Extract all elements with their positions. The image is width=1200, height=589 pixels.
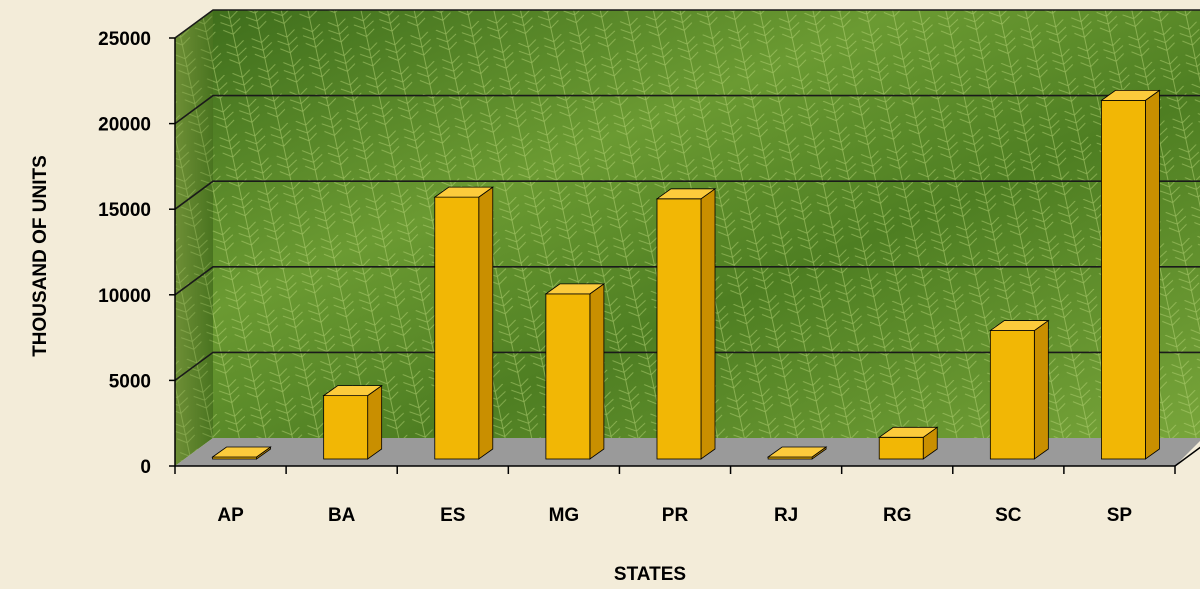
gridline [174,351,1200,382]
y-tick-label: 15000 [98,200,151,221]
x-axis-title: STATES [614,564,686,585]
x-tick-label: ES [440,505,465,526]
y-tick-label: 5000 [109,371,151,392]
side-wall-texture [175,10,213,466]
bar-side [1145,89,1160,460]
x-tick-label: RG [883,505,912,526]
bar-top [1100,89,1161,101]
bar-top [544,283,606,295]
x-tick-label: MG [549,505,580,526]
bar-sp [1100,89,1161,460]
x-tick-label: BA [328,505,356,526]
floor-edge-line [1174,446,1200,467]
bar-front [323,395,369,460]
x-tick-label: RJ [774,505,798,526]
bars [211,89,1161,460]
bar-side [700,188,716,460]
gridlines [174,9,1200,382]
y-tick-label: 0 [140,457,151,478]
bar-side [1033,319,1049,460]
y-tick-label: 25000 [98,29,151,50]
y-axis-title: THOUSAND OF UNITS [30,155,51,357]
bar-rg [877,426,939,460]
bar-top [433,186,495,198]
gridline [174,265,1200,296]
axes: 0 5000 10000 15000 20000 25000 AP BA ES MG PR RJ RG S… [98,29,1200,526]
bar-side [367,384,383,460]
y-tick-label: 20000 [98,115,151,136]
x-tick-label: SP [1107,505,1133,526]
bar-side [589,283,605,460]
bar-front [434,196,480,460]
bar-top [989,320,1050,331]
x-tick-label: PR [662,505,689,526]
bar-es [433,186,495,460]
bar-top [655,188,717,200]
bar-front [656,198,702,460]
bar-sc [989,319,1050,460]
y-tick-label: 10000 [98,286,151,307]
bar-ba [322,384,383,460]
x-tick-label: AP [217,505,244,526]
bar-top [211,446,272,458]
bar-top [877,426,939,438]
bar-side [478,186,494,460]
bar-front [1101,99,1146,460]
bar-ap [211,446,272,460]
bar-top [322,385,383,397]
bar-front [878,436,924,460]
bar-front [545,293,591,460]
x-tick-label: SC [995,505,1022,526]
bar-rj [766,446,828,460]
bar-top [766,446,828,458]
gridline [174,94,1200,125]
bar-mg [544,283,606,460]
bar-front [989,330,1035,460]
gridline [174,9,1200,39]
bar-pr [655,188,717,460]
gridline [174,180,1200,210]
